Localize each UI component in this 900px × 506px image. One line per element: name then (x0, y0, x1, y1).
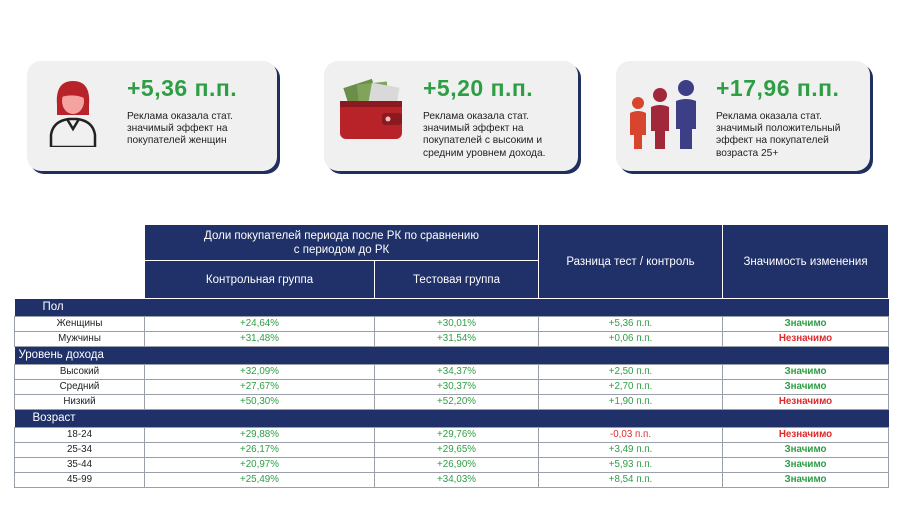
card-text: Реклама оказала стат. значимый эффект на… (423, 111, 546, 159)
test-value: +30,37% (373, 378, 540, 395)
significance-value: Значимо (722, 471, 890, 488)
test-value: +29,76% (373, 426, 540, 443)
table-corner-lower (14, 260, 145, 299)
section-income: Уровень дохода (14, 346, 889, 364)
section-gender: Пол (14, 298, 889, 316)
control-value: +50,30% (144, 393, 375, 410)
significance-value: Незначимо (722, 426, 890, 443)
table-row: Высокий +32,09% +34,37% +2,50 п.п. Значи… (14, 363, 890, 380)
table-row: Женщины +24,64% +30,01% +5,36 п.п. Значи… (14, 315, 890, 332)
card-text: Реклама оказала стат. значимый эффект на… (127, 111, 233, 147)
header-difference: Разница тест / контроль (538, 224, 724, 299)
header-control-group: Контрольная группа (144, 260, 375, 299)
test-value: +34,03% (373, 471, 540, 488)
significance-value: Значимо (722, 456, 890, 473)
wallet-icon (340, 78, 402, 139)
diff-value: -0,03 п.п. (538, 426, 724, 443)
section-age: Возраст (14, 409, 889, 427)
summary-card-age: +17,96 п.п. Реклама оказала стат. значим… (616, 61, 870, 171)
control-value: +26,17% (144, 441, 375, 458)
test-value: +26,90% (373, 456, 540, 473)
section-title: Уровень дохода (14, 346, 145, 364)
significance-value: Значимо (722, 378, 890, 395)
summary-card-income: +5,20 п.п. Реклама оказала стат. значимы… (324, 61, 578, 171)
table-row: Низкий +50,30% +52,20% +1,90 п.п. Незнач… (14, 393, 890, 410)
test-value: +30,01% (373, 315, 540, 332)
control-value: +29,88% (144, 426, 375, 443)
row-label: Низкий (14, 393, 145, 410)
control-value: +20,97% (144, 456, 375, 473)
row-label: Женщины (14, 315, 145, 332)
table-row: Мужчины +31,48% +31,54% +0,06 п.п. Незна… (14, 330, 890, 347)
diff-value: +5,36 п.п. (538, 315, 724, 332)
test-value: +34,37% (373, 363, 540, 380)
table-row: 35-44 +20,97% +26,90% +5,93 п.п. Значимо (14, 456, 890, 473)
table-row: Средний +27,67% +30,37% +2,70 п.п. Значи… (14, 378, 890, 395)
card-text: Реклама оказала стат. значимый положител… (716, 111, 841, 159)
table-row: 18-24 +29,88% +29,76% -0,03 п.п. Незначи… (14, 426, 890, 443)
row-label: Средний (14, 378, 145, 395)
stats-table: Доли покупателей периода после РК по сра… (14, 224, 890, 488)
table-row: 25-34 +26,17% +29,65% +3,49 п.п. Значимо (14, 441, 890, 458)
significance-value: Незначимо (722, 330, 890, 347)
diff-value: +5,93 п.п. (538, 456, 724, 473)
card-value: +5,20 п.п. (423, 75, 534, 101)
row-label: Мужчины (14, 330, 145, 347)
row-label: 18-24 (14, 426, 145, 443)
table-corner (14, 224, 145, 261)
significance-value: Значимо (722, 363, 890, 380)
control-value: +27,67% (144, 378, 375, 395)
row-label: Высокий (14, 363, 145, 380)
summary-card-women: +5,36 п.п. Реклама оказала стат. значимы… (27, 61, 277, 171)
significance-value: Значимо (722, 441, 890, 458)
test-value: +52,20% (373, 393, 540, 410)
section-title: Возраст (14, 409, 145, 427)
significance-value: Незначимо (722, 393, 890, 410)
diff-value: +2,50 п.п. (538, 363, 724, 380)
diff-value: +8,54 п.п. (538, 471, 724, 488)
card-value: +17,96 п.п. (716, 75, 840, 101)
row-label: 35-44 (14, 456, 145, 473)
header-test-group: Тестовая группа (373, 260, 540, 299)
diff-value: +3,49 п.п. (538, 441, 724, 458)
significance-value: Значимо (722, 315, 890, 332)
row-label: 45-99 (14, 471, 145, 488)
section-title: Пол (14, 298, 145, 316)
diff-value: +2,70 п.п. (538, 378, 724, 395)
diff-value: +1,90 п.п. (538, 393, 724, 410)
test-value: +31,54% (373, 330, 540, 347)
row-label: 25-34 (14, 441, 145, 458)
test-value: +29,65% (373, 441, 540, 458)
header-period-comparison: Доли покупателей периода после РК по сра… (143, 224, 540, 261)
family-icon (630, 80, 696, 149)
control-value: +25,49% (144, 471, 375, 488)
card-value: +5,36 п.п. (127, 75, 238, 101)
woman-icon (49, 81, 97, 147)
diff-value: +0,06 п.п. (538, 330, 724, 347)
control-value: +31,48% (144, 330, 375, 347)
control-value: +24,64% (144, 315, 375, 332)
table-row: 45-99 +25,49% +34,03% +8,54 п.п. Значимо (14, 471, 890, 488)
header-significance: Значимость изменения (722, 224, 890, 299)
control-value: +32,09% (144, 363, 375, 380)
